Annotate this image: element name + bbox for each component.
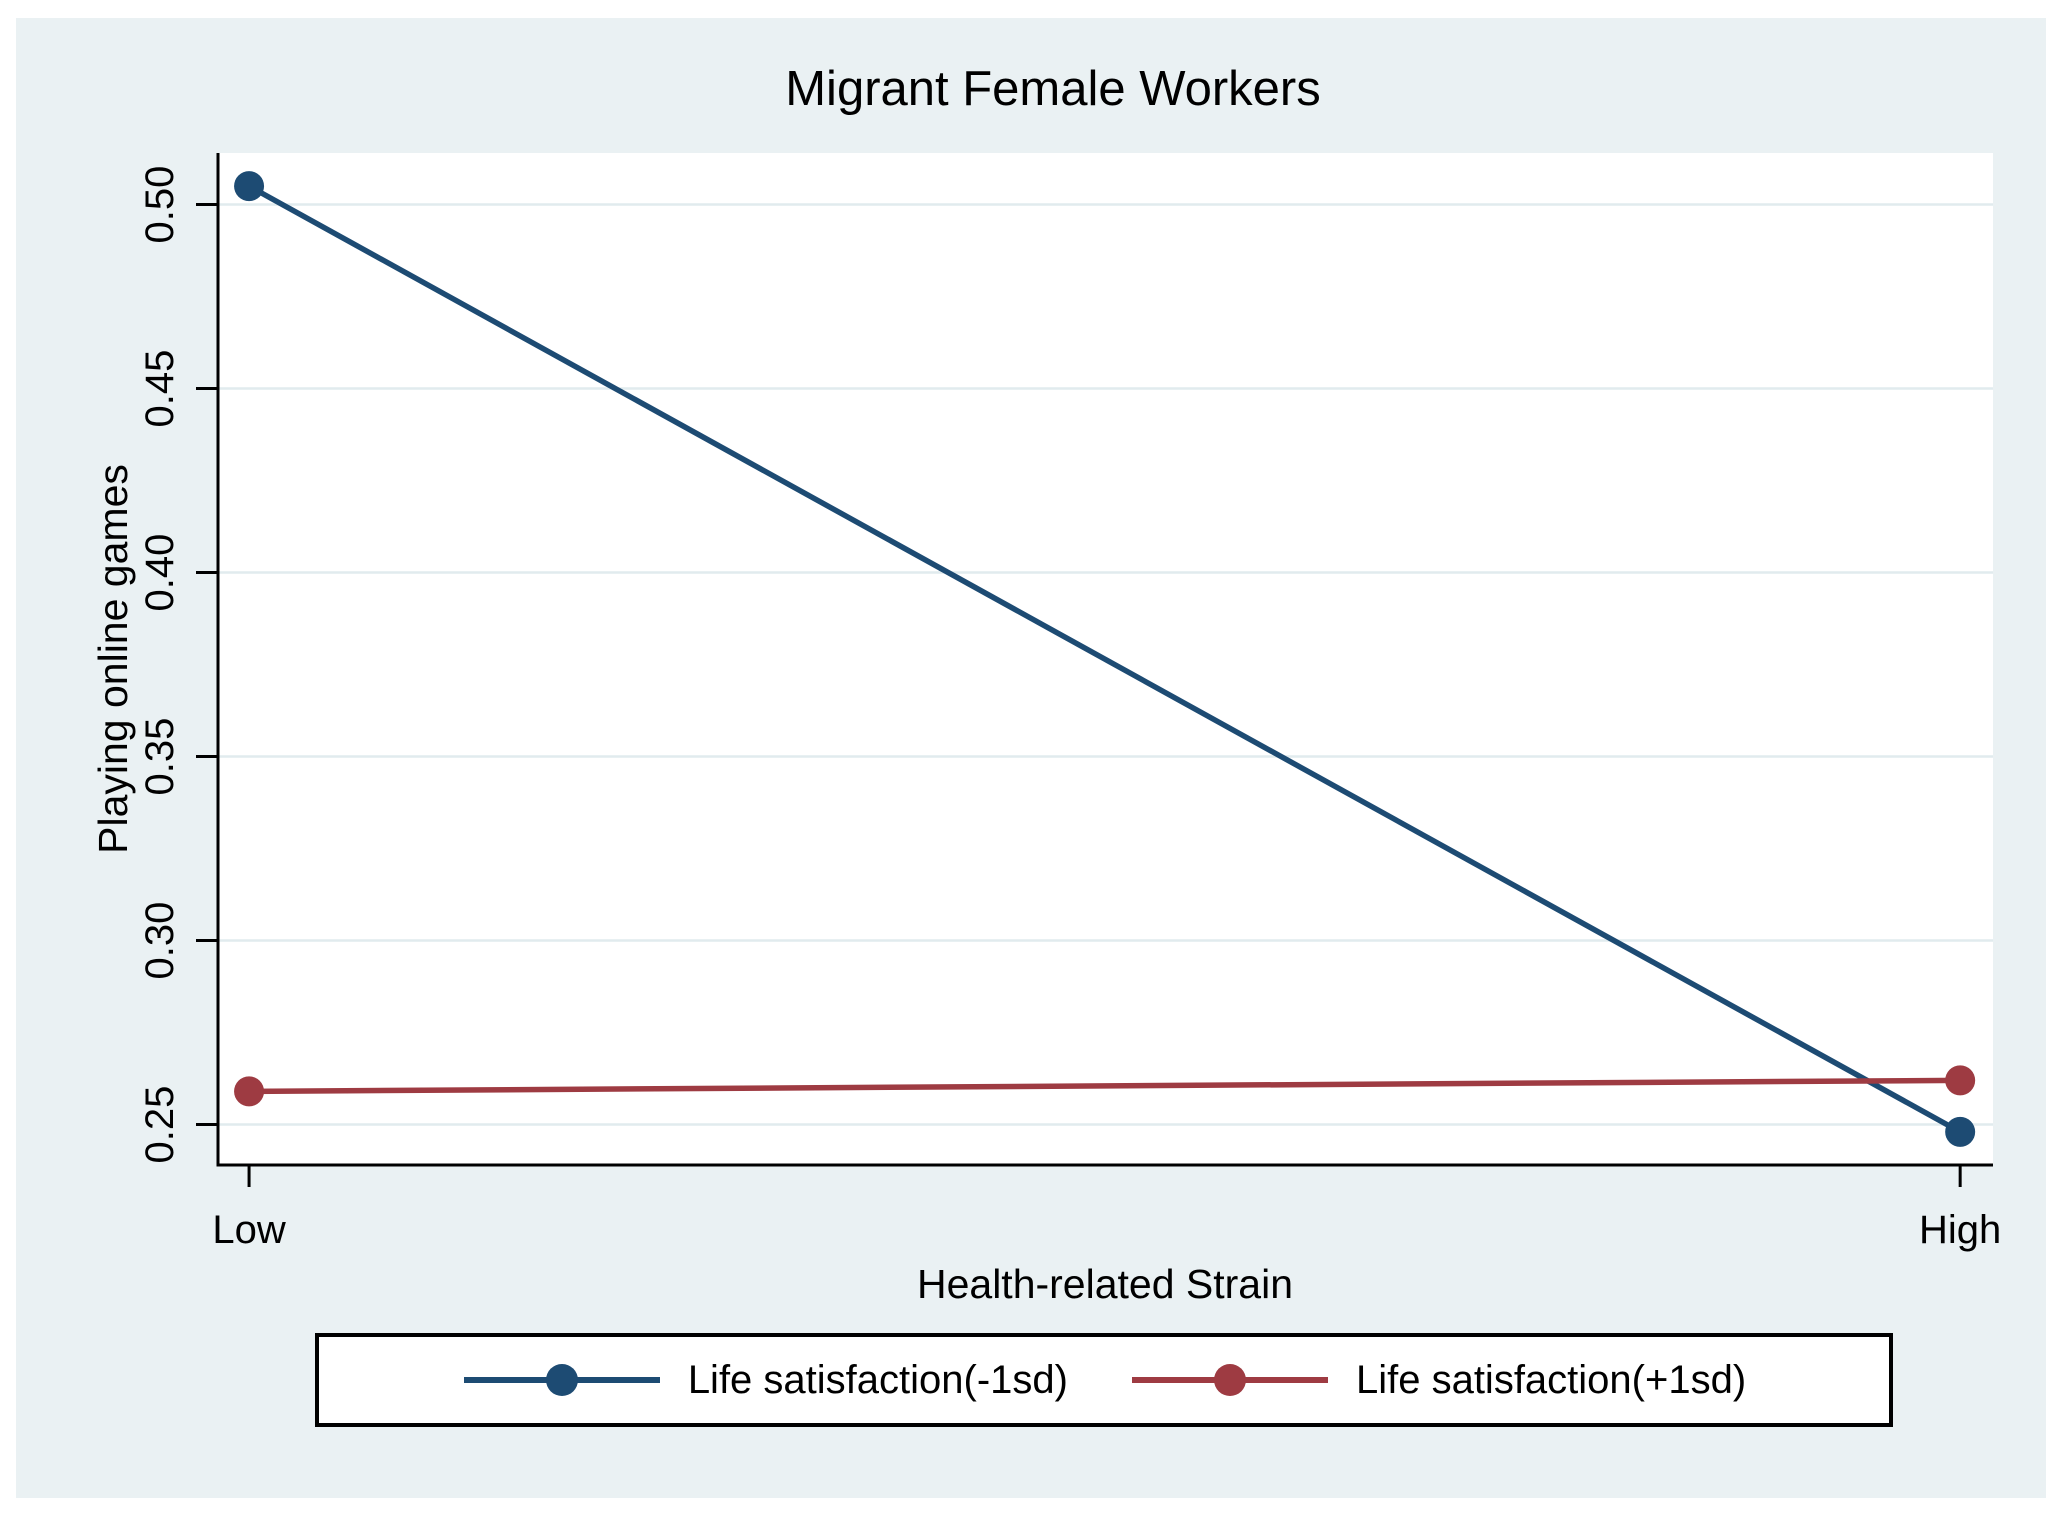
y-tick-label: 0.30 <box>138 902 182 980</box>
y-axis-title: Playing online games <box>90 464 136 854</box>
legend-label-plus1sd: Life satisfaction(+1sd) <box>1355 1357 1747 1402</box>
legend-entry-plus1sd: Life satisfaction(+1sd) <box>1130 1358 1746 1403</box>
legend-label-minus1sd: Life satisfaction(-1sd) <box>687 1357 1068 1402</box>
x-tick-label: Low <box>212 1208 285 1252</box>
x-tick-label: High <box>1919 1208 2001 1252</box>
legend-entry-minus1sd: Life satisfaction(-1sd) <box>462 1358 1068 1403</box>
x-axis-title: Health-related Strain <box>917 1261 1293 1307</box>
data-point-marker <box>1945 1065 1976 1096</box>
legend-line-dot-icon <box>1131 1364 1328 1396</box>
y-tick-label: 0.50 <box>138 166 182 244</box>
y-tick-label: 0.35 <box>138 718 182 796</box>
y-tick-label: 0.40 <box>138 534 182 612</box>
series-line-0 <box>247 183 1962 1135</box>
series-line-1 <box>249 1077 1961 1095</box>
y-tick-label: 0.45 <box>138 350 182 428</box>
legend-line-dot-icon <box>463 1364 660 1396</box>
data-point-marker <box>234 1076 265 1107</box>
chart-title: Migrant Female Workers <box>785 62 1321 116</box>
data-point-marker <box>1945 1116 1976 1147</box>
y-tick-label: 0.25 <box>138 1086 182 1164</box>
data-point-marker <box>234 171 265 202</box>
legend: Life satisfaction(-1sd) Life satisfactio… <box>315 1333 1893 1427</box>
